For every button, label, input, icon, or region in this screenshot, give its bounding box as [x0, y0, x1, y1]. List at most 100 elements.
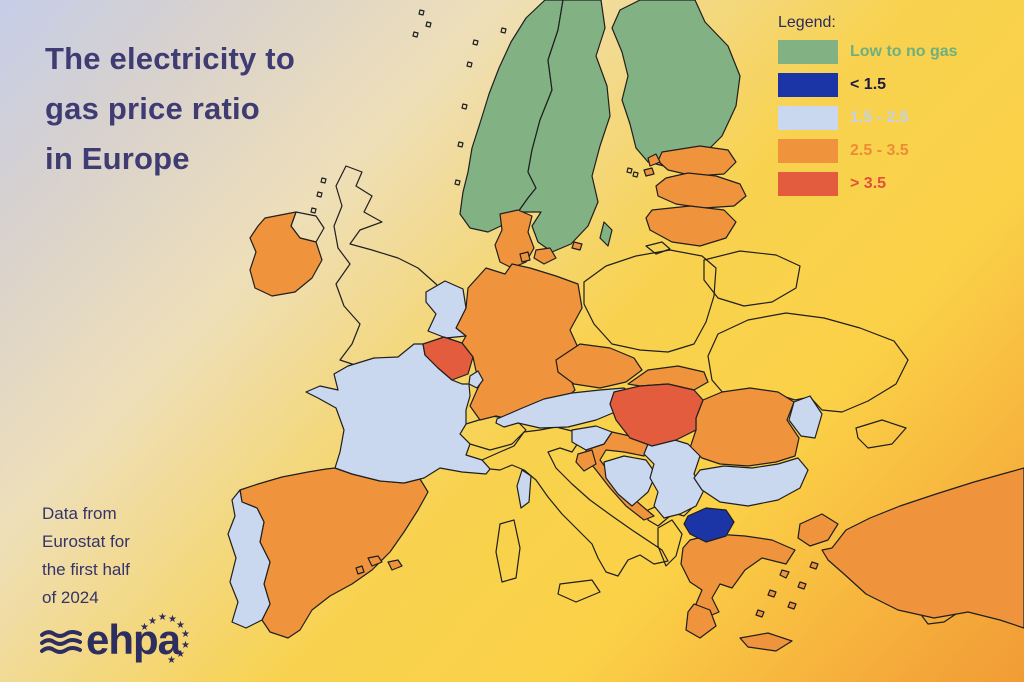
country-estonia	[643, 167, 655, 177]
country-spain	[387, 559, 403, 571]
title-line-1: The electricity to	[45, 41, 295, 76]
country-slovenia	[571, 425, 613, 451]
eu-stars-arc: ★ ★ ★ ★ ★ ★ ★ ★ ★	[40, 610, 210, 672]
eu-star-icon: ★	[181, 640, 190, 651]
country-denmark	[571, 241, 583, 251]
country-czechia	[555, 343, 643, 389]
eu-star-icon: ★	[176, 649, 185, 660]
island-speck	[632, 171, 639, 178]
country-italy	[557, 579, 601, 603]
country-kaliningrad	[645, 241, 671, 255]
country-italy	[481, 426, 669, 577]
legend-swatch	[778, 139, 838, 163]
source-line-3: the first half	[42, 560, 130, 579]
country-serbia	[643, 437, 705, 519]
country-belgium	[422, 336, 474, 381]
country-netherlands	[425, 280, 467, 339]
legend-item--1-5: < 1.5	[778, 73, 1008, 97]
country-sweden	[517, 0, 611, 253]
country-spain	[355, 565, 365, 575]
country-denmark	[533, 247, 557, 265]
country-greece	[787, 601, 797, 610]
country-lithuania	[645, 205, 737, 247]
legend-rows: Low to no gas < 1.5 1.5 - 2.5 2.5 - 3.5 > 3.…	[778, 40, 1008, 196]
waves-icon	[40, 630, 82, 654]
legend-swatch	[778, 106, 838, 130]
source-line-4: of 2024	[42, 588, 99, 607]
country-greece	[685, 603, 717, 639]
country-albania	[657, 519, 683, 567]
ehpa-logo: ehpa ★ ★ ★ ★ ★ ★ ★ ★ ★	[40, 610, 210, 672]
legend-label: < 1.5	[850, 76, 887, 93]
country-greece	[767, 589, 777, 598]
country-greece	[797, 581, 807, 590]
island-speck	[316, 191, 323, 198]
country-denmark	[519, 251, 531, 263]
eu-star-icon: ★	[148, 616, 157, 627]
country-bosnia-and-herzegovina	[603, 455, 657, 507]
country-greece	[755, 609, 765, 618]
country-ireland	[249, 211, 323, 297]
country-poland	[583, 249, 717, 353]
data-source-note: Data from Eurostat for the first half of…	[42, 500, 130, 612]
country-greece	[680, 533, 796, 618]
island-speck	[454, 179, 461, 186]
legend-swatch	[778, 73, 838, 97]
island-speck	[320, 177, 327, 184]
legend-title: Legend:	[778, 14, 836, 31]
legend-item--3-5: > 3.5	[778, 172, 1008, 196]
country-romania	[689, 387, 800, 467]
island-speck	[626, 167, 633, 174]
country-greece	[739, 632, 793, 652]
country-turkey	[797, 513, 839, 547]
island-speck	[310, 207, 317, 214]
source-line-1: Data from	[42, 504, 117, 523]
country-moldova	[788, 395, 823, 439]
country-spain	[239, 467, 429, 639]
eu-star-icon: ★	[158, 612, 167, 623]
island-speck	[457, 141, 464, 148]
legend-label: 1.5 - 2.5	[850, 109, 909, 126]
legend-item-low-to-no-gas: Low to no gas	[778, 40, 1008, 64]
legend-label: Low to no gas	[850, 43, 958, 60]
country-croatia	[575, 449, 597, 472]
country-greece	[779, 569, 790, 579]
eu-star-icon: ★	[181, 629, 190, 640]
page-title: The electricity to gas price ratio in Eu…	[45, 34, 385, 184]
map-legend: Legend: Low to no gas < 1.5 1.5 - 2.5 2.5 -…	[778, 14, 1008, 205]
eu-star-icon: ★	[167, 655, 176, 666]
country-latvia	[655, 172, 747, 209]
country-turkey	[821, 467, 1024, 629]
legend-swatch	[778, 40, 838, 64]
title-line-3: in Europe	[45, 141, 190, 176]
legend-label: > 3.5	[850, 175, 887, 192]
island-speck	[418, 9, 425, 16]
country-belarus	[703, 250, 801, 307]
logo-wordmark: ehpa	[86, 616, 181, 663]
title-line-2: gas price ratio	[45, 91, 260, 126]
island-speck	[472, 39, 479, 46]
island-speck	[425, 21, 432, 28]
island-speck	[500, 27, 507, 34]
country-spain	[367, 555, 383, 567]
country-greece	[809, 561, 819, 570]
country-north-macedonia	[683, 507, 735, 543]
country-bulgaria	[693, 457, 809, 507]
country-hungary	[609, 383, 704, 447]
legend-swatch	[778, 172, 838, 196]
legend-item-2-5-3-5: 2.5 - 3.5	[778, 139, 1008, 163]
country-luxembourg	[468, 370, 484, 389]
island-speck	[412, 31, 419, 38]
source-line-2: Eurostat for	[42, 532, 130, 551]
country-ukraine	[855, 419, 907, 449]
country-italy	[495, 519, 521, 583]
country-france	[516, 469, 532, 509]
country-portugal	[227, 489, 271, 629]
legend-label: 2.5 - 3.5	[850, 142, 909, 159]
island-speck	[461, 103, 468, 110]
island-speck	[466, 61, 473, 68]
eu-star-icon: ★	[140, 622, 149, 633]
country-finland	[611, 0, 741, 169]
